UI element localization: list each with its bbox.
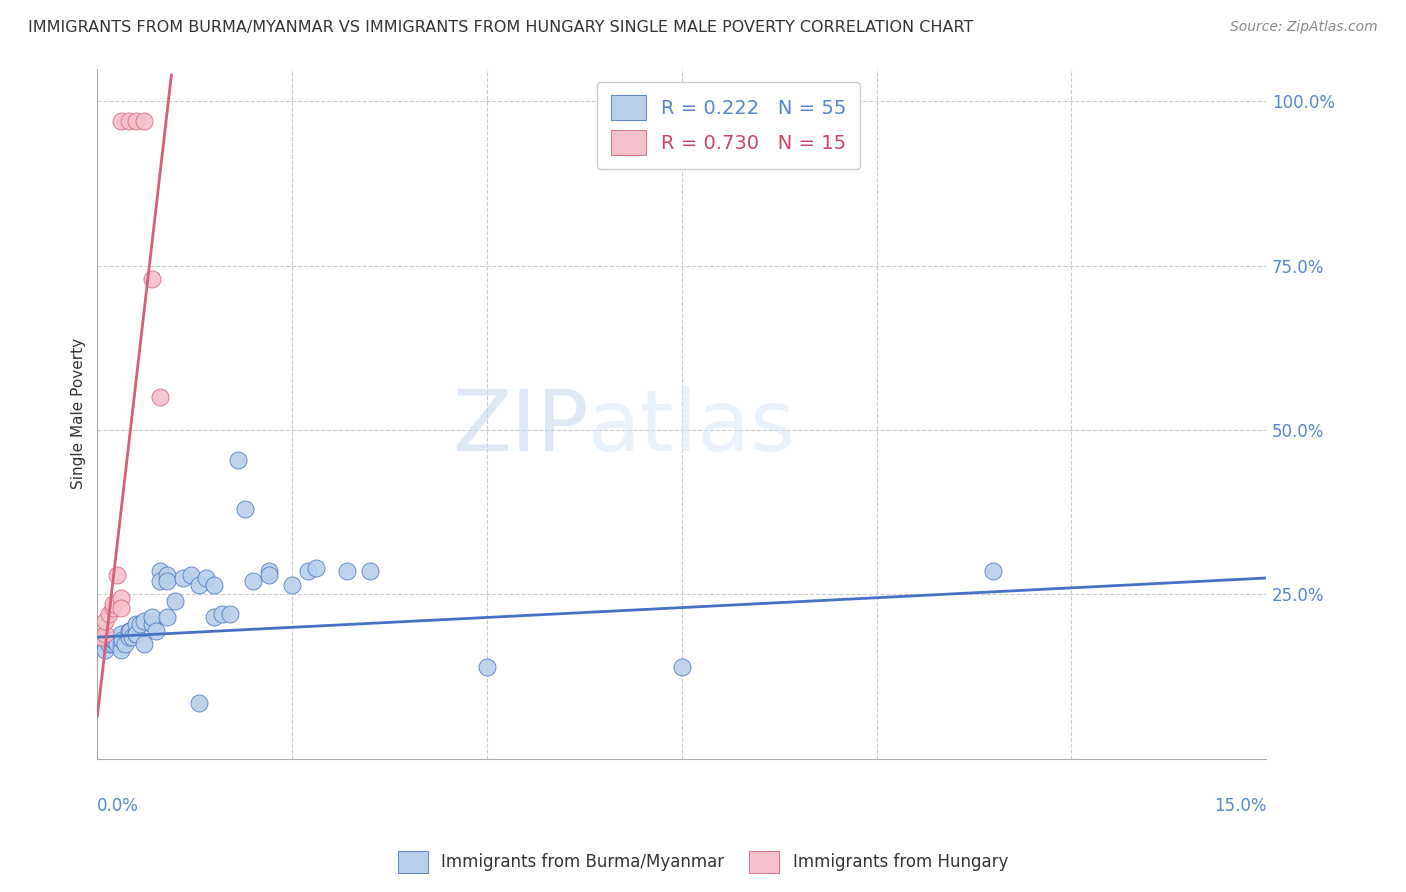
Point bbox=[187, 577, 209, 591]
Point bbox=[211, 607, 233, 622]
Point bbox=[125, 617, 148, 632]
Point bbox=[235, 502, 257, 516]
Text: atlas: atlas bbox=[588, 386, 796, 469]
Point bbox=[98, 633, 121, 648]
Point bbox=[304, 561, 326, 575]
Point bbox=[359, 565, 381, 579]
Point bbox=[101, 637, 124, 651]
Point bbox=[125, 627, 148, 641]
Point bbox=[281, 577, 304, 591]
Point bbox=[156, 610, 179, 624]
Point bbox=[226, 452, 249, 467]
Legend: R = 0.222   N = 55, R = 0.730   N = 15: R = 0.222 N = 55, R = 0.730 N = 15 bbox=[598, 82, 860, 169]
Legend: Immigrants from Burma/Myanmar, Immigrants from Hungary: Immigrants from Burma/Myanmar, Immigrant… bbox=[391, 845, 1015, 880]
Point bbox=[218, 607, 240, 622]
Point bbox=[101, 597, 124, 611]
Point bbox=[983, 565, 1005, 579]
Point bbox=[202, 577, 225, 591]
Point bbox=[110, 600, 132, 615]
Point bbox=[101, 600, 124, 615]
Point bbox=[141, 272, 163, 286]
Point bbox=[202, 610, 225, 624]
Text: 0.0%: 0.0% bbox=[97, 797, 139, 814]
Point bbox=[94, 627, 117, 641]
Point bbox=[125, 627, 148, 641]
Point bbox=[165, 594, 187, 608]
Point bbox=[129, 617, 152, 632]
Point bbox=[156, 574, 179, 589]
Point bbox=[242, 574, 264, 589]
Point bbox=[132, 114, 155, 128]
Point bbox=[132, 614, 155, 628]
Point bbox=[110, 591, 132, 605]
Point bbox=[156, 567, 179, 582]
Text: Source: ZipAtlas.com: Source: ZipAtlas.com bbox=[1230, 20, 1378, 34]
Point bbox=[149, 390, 172, 404]
Point bbox=[114, 637, 136, 651]
Point bbox=[103, 633, 125, 648]
Point bbox=[94, 637, 117, 651]
Point bbox=[98, 607, 121, 622]
Point bbox=[180, 567, 202, 582]
Text: ZIP: ZIP bbox=[451, 386, 588, 469]
Point bbox=[110, 643, 132, 657]
Y-axis label: Single Male Poverty: Single Male Poverty bbox=[72, 338, 86, 489]
Point bbox=[336, 565, 359, 579]
Point bbox=[110, 627, 132, 641]
Point bbox=[145, 624, 167, 638]
Point bbox=[98, 637, 121, 651]
Point bbox=[125, 114, 148, 128]
Point bbox=[172, 571, 194, 585]
Point bbox=[90, 630, 112, 644]
Point bbox=[132, 637, 155, 651]
Point bbox=[117, 630, 139, 644]
Point bbox=[110, 637, 132, 651]
Point bbox=[105, 567, 128, 582]
Point bbox=[149, 565, 172, 579]
Point bbox=[297, 565, 319, 579]
Point bbox=[96, 633, 118, 648]
Text: IMMIGRANTS FROM BURMA/MYANMAR VS IMMIGRANTS FROM HUNGARY SINGLE MALE POVERTY COR: IMMIGRANTS FROM BURMA/MYANMAR VS IMMIGRA… bbox=[28, 20, 973, 35]
Point bbox=[121, 630, 143, 644]
Point bbox=[141, 610, 163, 624]
Point bbox=[117, 114, 139, 128]
Point bbox=[117, 624, 139, 638]
Point bbox=[101, 633, 124, 648]
Point bbox=[187, 696, 209, 710]
Point bbox=[105, 637, 128, 651]
Point bbox=[195, 571, 218, 585]
Point bbox=[111, 633, 134, 648]
Text: 15.0%: 15.0% bbox=[1213, 797, 1267, 814]
Point bbox=[671, 659, 693, 673]
Point bbox=[475, 659, 498, 673]
Point bbox=[94, 614, 117, 628]
Point bbox=[110, 114, 132, 128]
Point bbox=[257, 565, 280, 579]
Point bbox=[120, 624, 142, 638]
Point bbox=[149, 574, 172, 589]
Point bbox=[257, 567, 280, 582]
Point bbox=[141, 617, 163, 632]
Point bbox=[94, 643, 117, 657]
